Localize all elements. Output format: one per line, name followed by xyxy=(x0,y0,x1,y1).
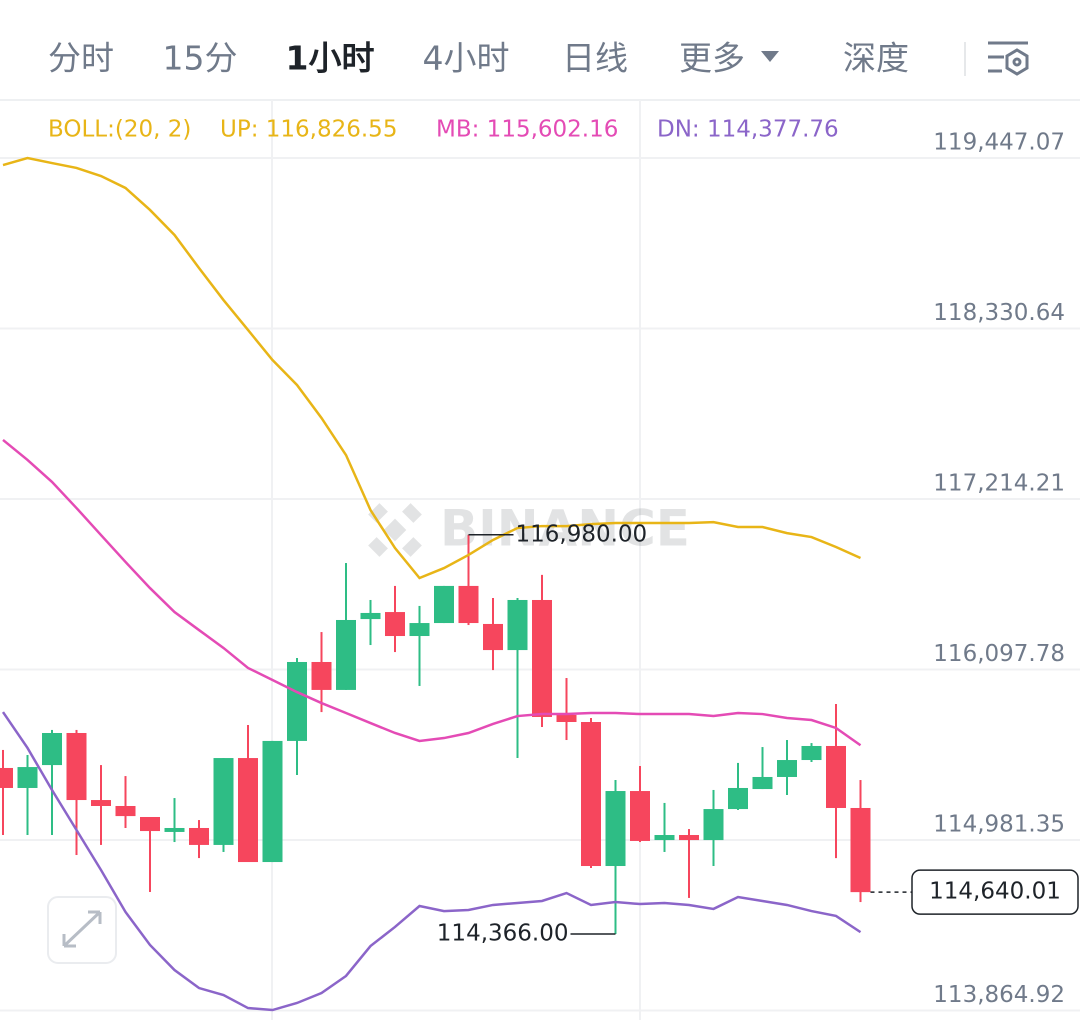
candle-body xyxy=(189,827,209,845)
candle-body xyxy=(115,805,136,817)
legend: BOLL:(20, 2) UP: 116,826.55 MB: 115,602.… xyxy=(48,117,839,143)
indicator-label: BOLL:(20, 2) xyxy=(48,117,191,143)
legend-entry: UP: 116,826.55 xyxy=(220,117,397,143)
candle-body xyxy=(434,585,454,624)
candle-body xyxy=(850,807,871,893)
candle-body xyxy=(556,714,577,723)
candle-body xyxy=(630,791,650,841)
tab[interactable]: 分时 xyxy=(48,39,114,78)
tab[interactable]: 4小时 xyxy=(423,39,510,78)
tab-active[interactable]: 1小时 xyxy=(286,39,375,78)
candle-body xyxy=(605,791,626,867)
candle-body xyxy=(17,767,38,788)
candle-body xyxy=(311,661,332,690)
candle-body xyxy=(336,619,356,690)
candle-body xyxy=(66,732,87,801)
boll-line xyxy=(1,711,862,1012)
tab[interactable]: 深度 xyxy=(843,39,909,78)
y-tick-label: 119,447.07 xyxy=(933,130,1065,156)
y-tick-label: 114,981.35 xyxy=(933,811,1065,837)
legend-entry: MB: 115,602.16 xyxy=(436,117,618,143)
candle-body xyxy=(728,787,748,810)
expand-button[interactable] xyxy=(47,896,117,964)
candle-body xyxy=(654,835,675,841)
candle-body xyxy=(287,661,307,741)
y-tick-label: 118,330.64 xyxy=(933,300,1065,326)
annotation-label: 114,366.00 xyxy=(437,920,569,946)
candle-body xyxy=(42,732,62,766)
plot: 119,447.07 118,330.64 117,214.21 116,097.78… xyxy=(0,130,1080,1012)
y-tick-label: 116,097.78 xyxy=(933,641,1065,667)
candle-body xyxy=(752,776,773,790)
tab-bar: 分时 15分 1小时 4小时 日线 更多 深度 xyxy=(0,39,1080,101)
candle-body xyxy=(581,722,601,867)
last-price-box xyxy=(911,869,1079,915)
candle-body xyxy=(213,758,234,845)
candle-body xyxy=(140,816,160,832)
tab[interactable]: 更多 xyxy=(679,39,745,78)
candle-body xyxy=(679,835,699,841)
candle-body xyxy=(91,800,111,806)
candle-body xyxy=(777,760,797,777)
y-tick-label: 117,214.21 xyxy=(933,471,1065,497)
candle-body xyxy=(164,827,185,832)
candle-body xyxy=(532,599,552,717)
annotation-label: 116,980.00 xyxy=(516,521,648,547)
candle-body xyxy=(703,809,724,841)
candle-body xyxy=(385,612,405,637)
candle-body xyxy=(826,745,846,808)
candle-body xyxy=(262,740,283,863)
candle-body xyxy=(360,612,381,620)
candle-body xyxy=(238,758,258,863)
candle-body xyxy=(0,767,13,788)
tab[interactable]: 15分 xyxy=(163,39,238,78)
candle-body xyxy=(458,585,479,624)
candle-body xyxy=(507,599,528,651)
boll-line xyxy=(2,438,862,747)
candle-body xyxy=(409,623,430,637)
settings-icon[interactable] xyxy=(988,41,1029,76)
candle-body xyxy=(801,745,822,761)
dropdown-arrow[interactable] xyxy=(761,51,779,62)
y-tick-label: 113,864.92 xyxy=(933,982,1065,1008)
tab[interactable]: 日线 xyxy=(562,39,628,78)
last-price-label: 114,640.01 xyxy=(929,879,1061,905)
boll-line xyxy=(2,156,862,580)
legend-entry: DN: 114,377.76 xyxy=(657,117,839,143)
candle-body xyxy=(483,623,503,651)
